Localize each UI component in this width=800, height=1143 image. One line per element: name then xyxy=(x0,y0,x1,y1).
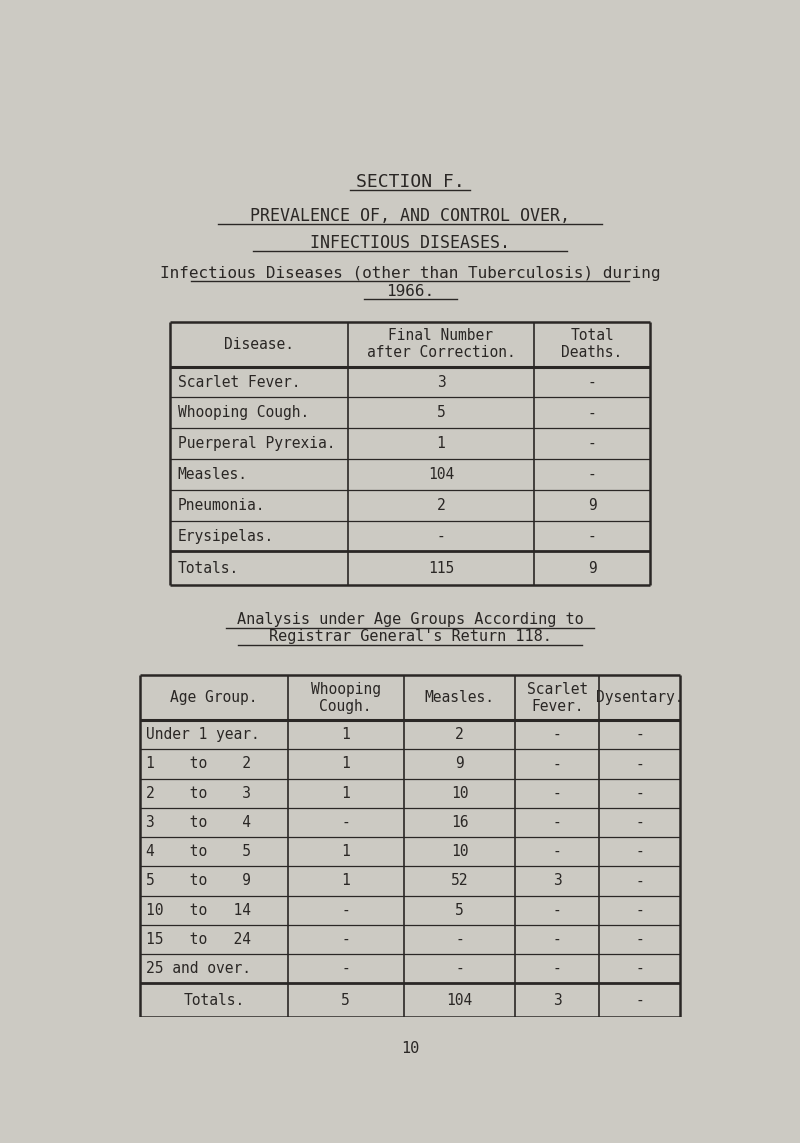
Text: 3: 3 xyxy=(553,873,562,888)
Text: 1    to    2: 1 to 2 xyxy=(146,757,251,772)
Text: Whooping Cough.: Whooping Cough. xyxy=(178,406,309,421)
Text: Under 1 year.: Under 1 year. xyxy=(146,727,260,742)
Text: -: - xyxy=(342,961,350,976)
Text: Puerperal Pyrexia.: Puerperal Pyrexia. xyxy=(178,437,335,451)
Text: Dysentary.: Dysentary. xyxy=(596,690,683,705)
Text: 1966.: 1966. xyxy=(386,283,434,298)
Text: Age Group.: Age Group. xyxy=(170,690,258,705)
Text: -: - xyxy=(553,727,562,742)
Text: -: - xyxy=(342,932,350,948)
Text: 10: 10 xyxy=(451,845,468,860)
Text: -: - xyxy=(553,932,562,948)
Text: 10: 10 xyxy=(451,785,468,801)
Text: Final Number
after Correction.: Final Number after Correction. xyxy=(366,328,515,360)
Text: -: - xyxy=(635,873,644,888)
Text: 3: 3 xyxy=(553,993,562,1008)
Text: SECTION F.: SECTION F. xyxy=(356,173,464,191)
Text: 9: 9 xyxy=(588,561,597,576)
Text: -: - xyxy=(635,932,644,948)
Text: -: - xyxy=(588,467,597,482)
Text: -: - xyxy=(553,961,562,976)
Text: Scarlet
Fever.: Scarlet Fever. xyxy=(526,681,588,714)
Text: 10   to   14: 10 to 14 xyxy=(146,903,251,918)
Text: -: - xyxy=(342,815,350,830)
Text: Whooping
Cough.: Whooping Cough. xyxy=(310,681,381,714)
Text: Scarlet Fever.: Scarlet Fever. xyxy=(178,375,300,390)
Text: 5: 5 xyxy=(342,993,350,1008)
Text: 1: 1 xyxy=(342,845,350,860)
Text: Erysipelas.: Erysipelas. xyxy=(178,528,274,544)
Text: -: - xyxy=(553,815,562,830)
Text: -: - xyxy=(635,727,644,742)
Text: PREVALENCE OF, AND CONTROL OVER,: PREVALENCE OF, AND CONTROL OVER, xyxy=(250,208,570,225)
Text: 2    to    3: 2 to 3 xyxy=(146,785,251,801)
Text: 1: 1 xyxy=(342,873,350,888)
Text: -: - xyxy=(635,815,644,830)
Text: -: - xyxy=(553,845,562,860)
Text: 1: 1 xyxy=(437,437,446,451)
Text: -: - xyxy=(553,785,562,801)
Text: 1: 1 xyxy=(342,757,350,772)
Text: INFECTIOUS DISEASES.: INFECTIOUS DISEASES. xyxy=(310,234,510,253)
Text: 1: 1 xyxy=(342,785,350,801)
Text: Pneumonia.: Pneumonia. xyxy=(178,497,265,513)
Text: 115: 115 xyxy=(428,561,454,576)
Text: 1: 1 xyxy=(342,727,350,742)
Text: Disease.: Disease. xyxy=(224,337,294,352)
Text: Total
Deaths.: Total Deaths. xyxy=(562,328,622,360)
Text: 15   to   24: 15 to 24 xyxy=(146,932,251,948)
Text: 52: 52 xyxy=(451,873,468,888)
Text: -: - xyxy=(588,528,597,544)
Text: 25 and over.: 25 and over. xyxy=(146,961,251,976)
Text: -: - xyxy=(455,932,464,948)
Text: Totals.: Totals. xyxy=(178,561,238,576)
Text: -: - xyxy=(455,961,464,976)
Text: Infectious Diseases (other than Tuberculosis) during: Infectious Diseases (other than Tubercul… xyxy=(160,266,660,281)
Text: -: - xyxy=(635,961,644,976)
Text: -: - xyxy=(588,437,597,451)
Text: 5: 5 xyxy=(437,406,446,421)
Text: -: - xyxy=(635,993,644,1008)
Text: 2: 2 xyxy=(437,497,446,513)
Text: -: - xyxy=(588,406,597,421)
Text: 5: 5 xyxy=(455,903,464,918)
Text: -: - xyxy=(635,845,644,860)
Text: 104: 104 xyxy=(428,467,454,482)
Text: Measles.: Measles. xyxy=(178,467,247,482)
Text: 10: 10 xyxy=(401,1040,419,1056)
Text: 5    to    9: 5 to 9 xyxy=(146,873,251,888)
Text: -: - xyxy=(553,903,562,918)
Text: 3: 3 xyxy=(437,375,446,390)
Text: -: - xyxy=(437,528,446,544)
Text: 9: 9 xyxy=(588,497,597,513)
Text: Registrar General's Return 118.: Registrar General's Return 118. xyxy=(269,630,551,645)
Text: -: - xyxy=(635,903,644,918)
Text: 16: 16 xyxy=(451,815,468,830)
Text: -: - xyxy=(635,785,644,801)
Text: -: - xyxy=(588,375,597,390)
Text: 9: 9 xyxy=(455,757,464,772)
Text: Totals.: Totals. xyxy=(183,993,245,1008)
Text: 3    to    4: 3 to 4 xyxy=(146,815,251,830)
Text: Measles.: Measles. xyxy=(425,690,494,705)
Text: -: - xyxy=(342,903,350,918)
Text: -: - xyxy=(553,757,562,772)
Text: -: - xyxy=(635,757,644,772)
Text: 2: 2 xyxy=(455,727,464,742)
Text: 4    to    5: 4 to 5 xyxy=(146,845,251,860)
Text: Analysis under Age Groups According to: Analysis under Age Groups According to xyxy=(237,613,583,628)
Text: 104: 104 xyxy=(446,993,473,1008)
